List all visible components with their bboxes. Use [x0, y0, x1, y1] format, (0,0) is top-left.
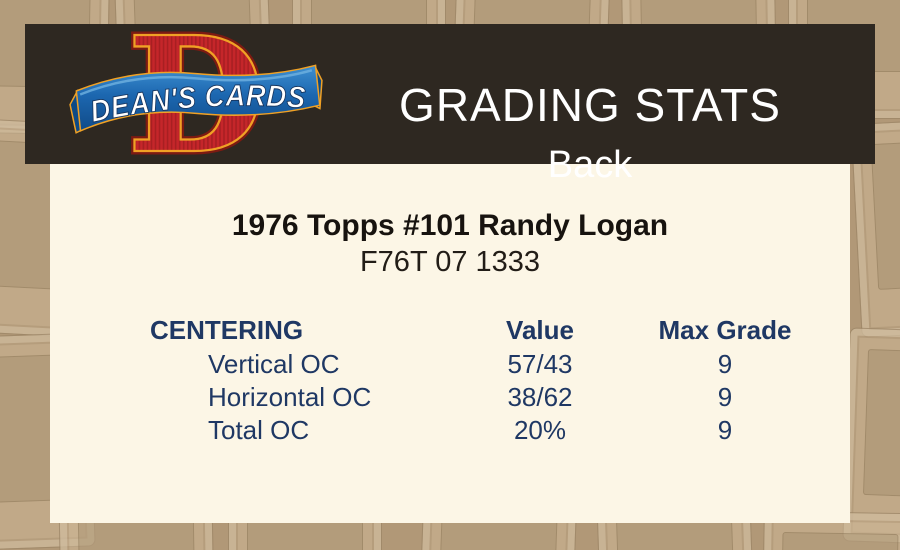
column-header-centering: CENTERING [150, 314, 304, 345]
deans-cards-logo[interactable]: D D D DEAN'S CARDS [65, 28, 327, 164]
table-row: Vertical OC 57/43 9 [150, 348, 800, 381]
card-code: F76T 07 1333 [359, 246, 541, 278]
table-header-row: CENTERING Value Max Grade [150, 312, 800, 348]
page-title: GRADING STATS [399, 79, 781, 131]
page-subtitle: Back [547, 144, 633, 186]
row-label: Vertical OC [208, 349, 340, 379]
column-header-value: Value [506, 314, 574, 345]
table-row: Horizontal OC 38/62 9 [150, 381, 800, 414]
row-max-grade: 9 [717, 382, 733, 412]
logo-ribbon [69, 64, 323, 134]
column-header-max-grade: Max Grade [658, 314, 792, 345]
row-label: Total OC [208, 415, 310, 445]
row-max-grade: 9 [717, 349, 733, 379]
card-title: 1976 Topps #101 Randy Logan [231, 209, 669, 242]
content-panel: 1976 Topps #101 Randy Logan F76T 07 1333… [50, 164, 850, 523]
row-max-grade: 9 [717, 415, 733, 445]
row-value: 57/43 [507, 349, 573, 379]
header-titles: GRADING STATS Back [290, 78, 890, 188]
row-value: 20% [513, 415, 567, 445]
centering-stats-table: CENTERING Value Max Grade Vertical OC 57… [150, 312, 800, 447]
row-value: 38/62 [507, 382, 573, 412]
table-row: Total OC 20% 9 [150, 414, 800, 447]
header-bar: D D D DEAN'S CARDS GRADING STATS Back [25, 24, 875, 186]
row-label: Horizontal OC [208, 382, 372, 412]
